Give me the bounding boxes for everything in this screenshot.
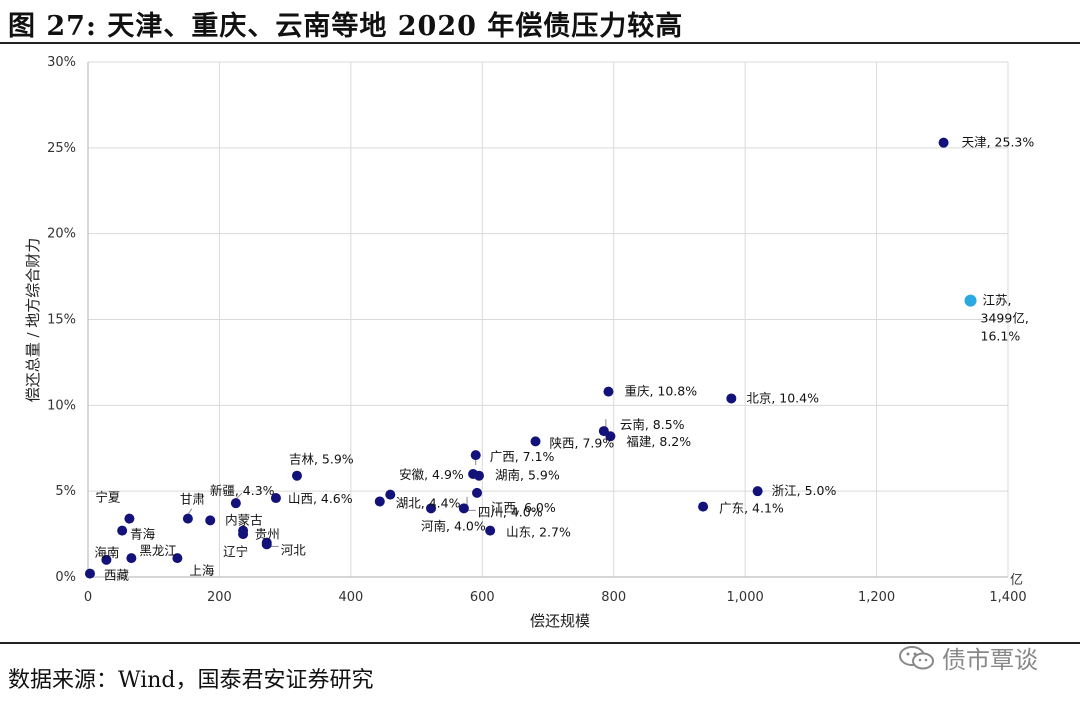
top-rule — [0, 42, 1080, 44]
x-tick-label: 1,400 — [989, 590, 1026, 605]
figure-title: 图 27: 天津、重庆、云南等地 2020 年偿债压力较高 — [8, 11, 684, 42]
axis-ticks: 0 200 400 600 800 1,000 1,200 1,400 0% 5% 10% 15% 20… — [47, 55, 1027, 605]
point-江苏 — [964, 294, 977, 307]
label-河南: 河南, 4.0% — [421, 518, 486, 533]
label-重庆: 重庆, 10.8% — [624, 384, 697, 399]
label-四川: 四川, 4.0% — [478, 504, 543, 519]
point-广东 — [698, 501, 709, 512]
x-tick-label: 200 — [207, 590, 232, 605]
point-吉林 — [291, 470, 302, 481]
label-山西: 山西, 4.6% — [288, 491, 353, 506]
x-tick-label: 600 — [470, 590, 495, 605]
point-宁夏 — [124, 513, 135, 524]
point-湖北2 — [385, 489, 396, 500]
label-黑龙江: 黑龙江 — [139, 543, 177, 558]
x-tick-label: 1,200 — [858, 590, 895, 605]
point-山东 — [485, 525, 496, 536]
label-天津: 天津, 25.3% — [962, 135, 1035, 150]
label-上海: 上海 — [189, 563, 215, 578]
label-河北: 河北 — [281, 542, 307, 557]
label-云南: 云南, 8.5% — [620, 417, 685, 432]
point-青海 — [117, 525, 128, 536]
y-tick-label: 5% — [55, 484, 76, 499]
source-note: 数据来源：Wind，国泰君安证券研究 — [8, 668, 374, 693]
point-黑龙江 — [126, 553, 137, 564]
y-tick-label: 20% — [47, 227, 76, 242]
point-陕西 — [530, 436, 541, 447]
leader-xinjiang — [235, 492, 243, 500]
x-tick-label: 800 — [601, 590, 626, 605]
point-北京 — [726, 393, 737, 404]
point-新疆 — [230, 498, 241, 509]
label-安徽: 安徽, 4.9% — [399, 467, 464, 482]
label-湖北: 湖北, 4.4% — [396, 495, 461, 510]
label-内蒙古: 内蒙古 — [225, 513, 263, 528]
label-吉林: 吉林, 5.9% — [289, 452, 354, 467]
y-tick-label: 30% — [47, 55, 76, 70]
label-福建: 福建, 8.2% — [626, 434, 691, 449]
x-axis-label: 偿还规模 — [530, 612, 590, 630]
point-甘肃 — [182, 513, 193, 524]
label-新疆: 新疆, 4.3% — [210, 483, 275, 498]
point-浙江 — [752, 486, 763, 497]
label-广西: 广西, 7.1% — [490, 449, 555, 464]
y-tick-label: 0% — [55, 570, 76, 585]
label-青海: 青海 — [130, 527, 156, 542]
data-labels: 天津, 25.3% 江苏, 3499亿, 16.1% 重庆, 10.8% 北京, 10.4… — [94, 135, 1034, 583]
label-浙江: 浙江, 5.0% — [772, 483, 837, 498]
x-tick-label: 400 — [338, 590, 363, 605]
point-四川 — [458, 503, 469, 514]
point-上海 — [172, 553, 183, 564]
point-西藏 — [84, 568, 95, 579]
scatter-chart: 0 200 400 600 800 1,000 1,200 1,400 0% 5% 10% 15% 20… — [24, 55, 1034, 630]
label-广东: 广东, 4.1% — [719, 501, 784, 516]
y-tick-label: 15% — [47, 313, 76, 328]
point-天津 — [938, 137, 949, 148]
label-江西: 江西, 6.0% — [491, 500, 556, 515]
point-海南 — [101, 554, 112, 565]
label-西藏: 西藏 — [104, 568, 130, 583]
label-宁夏: 宁夏 — [95, 490, 121, 505]
label-甘肃: 甘肃 — [180, 492, 205, 507]
label-贵州: 贵州 — [255, 527, 280, 542]
y-tick-label: 10% — [47, 398, 76, 413]
x-tick-label: 0 — [84, 590, 92, 605]
point-湖北 — [374, 496, 385, 507]
x-tick-label: 1,000 — [727, 590, 764, 605]
label-海南: 海南 — [94, 545, 119, 560]
bottom-rule — [0, 642, 1080, 644]
label-江苏: 江苏, 3499亿, 16.1% — [981, 293, 1029, 344]
watermark: 债市覃谈 — [898, 640, 1038, 675]
point-河南 — [426, 503, 437, 514]
leader-gansu — [187, 508, 193, 515]
x-axis-unit: 亿 — [1010, 573, 1023, 588]
label-山东: 山东, 2.7% — [506, 525, 571, 540]
label-北京: 北京, 10.4% — [746, 390, 819, 405]
point-江西 — [472, 487, 483, 498]
point-山西 — [270, 493, 281, 504]
point-广西 — [470, 450, 481, 461]
y-axis-label: 偿还总量 / 地方综合财力 — [24, 238, 42, 403]
y-tick-label: 25% — [47, 141, 76, 156]
wechat-icon — [899, 645, 934, 669]
point-河北 — [261, 539, 272, 550]
point-安徽 — [468, 469, 479, 479]
label-陕西: 陕西, 7.9% — [550, 435, 615, 450]
label-湖南: 湖南, 5.9% — [495, 468, 560, 483]
point-辽宁 — [238, 529, 249, 540]
label-辽宁: 辽宁 — [223, 544, 248, 559]
watermark-text: 债市覃谈 — [942, 646, 1038, 674]
point-甘肃2 — [205, 515, 216, 526]
point-重庆 — [603, 386, 614, 397]
point-福建 — [605, 431, 616, 442]
data-points — [84, 137, 977, 579]
grid-lines — [87, 61, 1009, 578]
